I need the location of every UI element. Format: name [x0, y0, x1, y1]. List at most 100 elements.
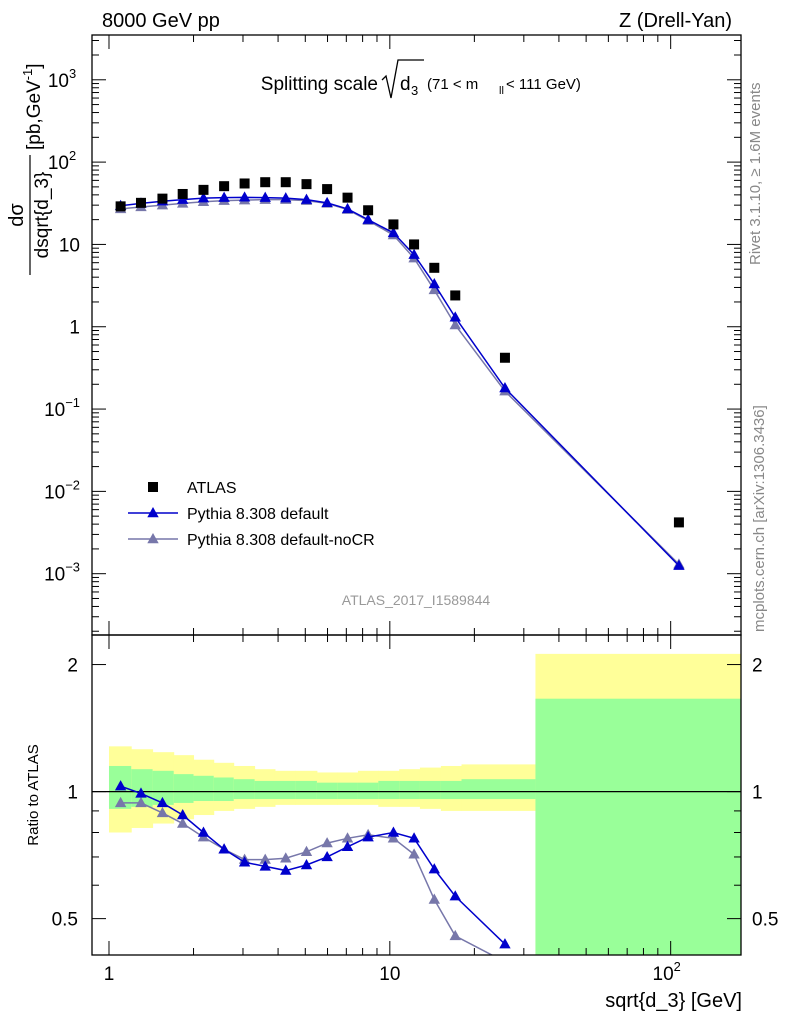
mc-marker [300, 193, 313, 204]
ratio-marker [259, 860, 271, 871]
x-axis-label: sqrt{d_3} [GeV] [605, 990, 742, 1012]
mc-marker [499, 382, 511, 393]
mc-marker [449, 318, 461, 330]
ratio-marker [428, 863, 441, 874]
ylabel-unit-open: [pb,GeV-1] [20, 63, 45, 150]
ratio-marker [321, 850, 333, 862]
plot-title-var: d [400, 74, 411, 95]
ratio-y-tick-label-left: 0.5 [52, 910, 78, 931]
atlas-data-point [450, 290, 461, 301]
atlas-data-point [219, 181, 230, 192]
green-band-bin [274, 780, 296, 800]
ratio-marker [449, 890, 461, 901]
green-band-bin [357, 782, 379, 800]
atlas-data-point [239, 178, 250, 189]
legend-marker-triangle [147, 533, 159, 544]
atlas-data-point [260, 177, 271, 188]
ratio-series [114, 780, 511, 966]
mc-marker [321, 196, 333, 208]
atlas-data-point [499, 352, 510, 363]
green-band-bin [399, 780, 421, 800]
atlas-data-point [177, 188, 188, 199]
y-tick-label: 10−1 [44, 395, 80, 421]
x-tick-label: 10 [379, 964, 400, 985]
atlas-data-point [115, 201, 126, 212]
plot-title-text: Splitting scale [261, 74, 378, 95]
mc-marker [197, 192, 210, 203]
green-band-bin [440, 780, 463, 800]
ratio-uncertainty-bands [108, 653, 741, 955]
mc-marker [218, 191, 230, 202]
mc-marker [673, 559, 685, 570]
atlas-data-point [342, 192, 353, 203]
green-band-bin [535, 698, 741, 955]
plot-title-cut-end: < 111 GeV) [506, 76, 581, 93]
ratio-marker [408, 848, 420, 859]
ylabel-unit-open-text: [pb,GeV [24, 80, 45, 150]
ratio-y-tick-label-right: 1 [752, 783, 763, 804]
analysis-id: ATLAS_2017_I1589844 [342, 592, 491, 608]
ratio-marker [156, 806, 169, 818]
green-band-bin [461, 779, 536, 800]
ratio-marker [218, 843, 230, 854]
ratio-marker [341, 840, 354, 851]
ratio-y-tick-label-right: 2 [752, 656, 763, 677]
ratio-marker [238, 856, 251, 867]
green-band-bin [419, 780, 442, 800]
mc-marker [341, 202, 354, 214]
atlas-data-point [429, 262, 440, 273]
legend-label: Pythia 8.308 default-noCR [187, 532, 375, 549]
ratio-marker [499, 956, 510, 966]
mc-marker [449, 311, 461, 322]
green-band-bin [378, 780, 400, 800]
y-tick-label: 10−2 [44, 477, 80, 503]
ylabel-numerator: dσ [6, 203, 28, 227]
ratio-marker [428, 893, 441, 904]
ylabel-unit-close: ] [24, 63, 45, 68]
ratio-marker [259, 853, 271, 864]
legend-marker-triangle [147, 507, 159, 518]
y-tick-label: 1 [69, 318, 80, 339]
plot-title-var-sub: 3 [411, 83, 418, 98]
x-tick-label: 102 [653, 959, 681, 985]
mc-marker [387, 226, 400, 238]
ratio-marker [197, 826, 210, 837]
atlas-data-point [322, 184, 333, 195]
ratio-marker [280, 852, 292, 863]
upper-y-label: dσ dsqrt{d_3} [pb,GeV-1] [6, 63, 53, 275]
ratio-marker [387, 826, 400, 837]
ratio-y-tick-label-left: 2 [67, 656, 78, 677]
lower-y-label: Ratio to ATLAS [25, 744, 42, 845]
ratio-marker [387, 832, 400, 843]
green-band-bin [295, 780, 318, 800]
atlas-data-point [409, 239, 420, 250]
atlas-data-point [198, 184, 209, 195]
ratio-marker [135, 787, 147, 798]
ratio-y-tick-label-right: 0.5 [752, 910, 778, 931]
header-right: Z (Drell-Yan) [619, 10, 732, 32]
ratio-line [120, 802, 494, 955]
mcplots-label: mcplots.cern.ch [arXiv:1306.3436] [751, 405, 768, 632]
ratio-marker [156, 796, 169, 808]
plot-title: Splitting scale d 3 (71 < m ll < 111 GeV… [261, 59, 581, 99]
header-left: 8000 GeV pp [102, 10, 220, 32]
ratio-marker [341, 832, 354, 843]
axis-ticks [92, 35, 741, 955]
legend-label: Pythia 8.308 default [187, 506, 329, 523]
green-band-bin [316, 782, 338, 800]
ratio-marker [135, 796, 147, 808]
ratio-y-tick-label-left: 1 [67, 783, 78, 804]
ratio-marker [114, 796, 127, 808]
green-band-bin [152, 770, 175, 805]
plot-title-cut: (71 < m [427, 76, 478, 93]
atlas-data-point [363, 205, 374, 216]
legend-label: ATLAS [187, 480, 237, 497]
ylabel-unit-exp: -1 [20, 69, 35, 81]
atlas-data-point [157, 193, 168, 204]
y-tick-label: 10−3 [44, 560, 80, 586]
ratio-marker [176, 817, 189, 828]
legend: ATLAS Pythia 8.308 default Pythia 8.308 de… [128, 480, 375, 549]
mc-marker [280, 192, 292, 203]
mc-marker [428, 278, 441, 289]
